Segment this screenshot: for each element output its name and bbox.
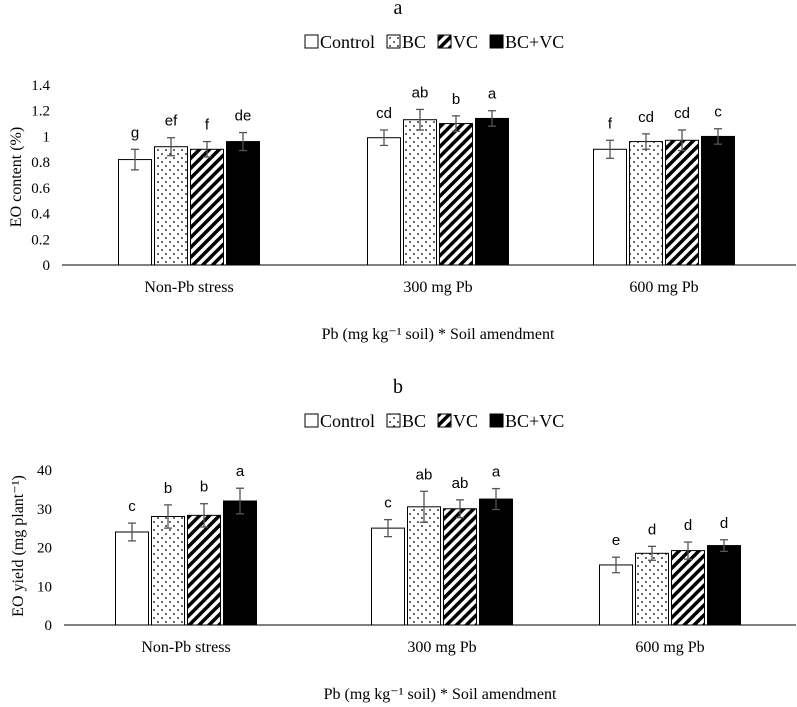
legend-label: Control: [320, 32, 375, 52]
significance-letter: f: [608, 115, 613, 132]
y-tick-label: 30: [37, 502, 52, 518]
bar: [443, 508, 477, 626]
significance-letter: b: [200, 479, 208, 496]
legend-label: Control: [320, 411, 375, 431]
significance-letter: de: [235, 108, 252, 125]
significance-letter: c: [384, 495, 392, 512]
significance-letter: g: [131, 124, 139, 141]
bar: [665, 139, 699, 266]
bar: [367, 137, 401, 266]
legend-swatch: [386, 413, 401, 428]
panel-label: a: [394, 0, 403, 19]
bar: [707, 545, 741, 626]
bar: [599, 564, 633, 626]
bar: [403, 119, 437, 266]
bar: [593, 148, 627, 266]
bar: [226, 141, 260, 266]
significance-letter: d: [720, 515, 728, 532]
x-tick-label: Non-Pb stress: [144, 279, 233, 296]
legend: Control BC VC BC+VC: [304, 411, 564, 431]
y-tick-label: 10: [37, 579, 52, 595]
significance-letter: b: [164, 480, 172, 497]
significance-letter: d: [684, 517, 692, 534]
significance-letter: ab: [412, 84, 429, 101]
panel-b: b Control BC VC BC+VC EO yield (mg plant⁻¹)…: [10, 376, 796, 703]
bar: [154, 146, 188, 266]
legend-label: BC: [402, 411, 426, 431]
bar: [635, 552, 669, 626]
panel-a: a Control BC VC BC+VC EO content (%) Pb (mg…: [8, 0, 796, 343]
y-tick-label: 0.4: [31, 207, 50, 223]
significance-letter: cd: [376, 105, 392, 122]
y-tick-label: 0.8: [31, 155, 50, 171]
bar: [223, 500, 257, 626]
significance-letter: a: [236, 463, 245, 480]
y-tick-label: 1.4: [31, 78, 50, 94]
panel-label: b: [393, 376, 403, 398]
bar: [118, 159, 152, 266]
legend-swatch: [304, 34, 319, 49]
legend-label: BC+VC: [505, 411, 564, 431]
significance-letter: ef: [165, 113, 178, 130]
x-tick-label: 600 mg Pb: [629, 279, 698, 296]
y-tick-label: 20: [37, 541, 52, 557]
y-tick-label: 1: [43, 129, 51, 145]
significance-letter: f: [205, 117, 210, 134]
significance-letter: a: [488, 86, 497, 103]
plot-area: 0 10 20 30 40 Non-Pb stress 300 mg Pb 600 mg Pb…: [37, 463, 796, 656]
legend: Control BC VC BC+VC: [304, 32, 564, 52]
legend-label: BC: [402, 32, 426, 52]
y-tick-label: 0.2: [31, 232, 50, 248]
x-tick-label: 300 mg Pb: [403, 279, 472, 296]
y-axis-label: EO content (%): [8, 127, 25, 227]
x-axis-label: Pb (mg kg⁻¹ soil) * Soil amendment: [324, 686, 557, 703]
bar: [190, 148, 224, 266]
y-tick-label: 1.2: [31, 104, 50, 120]
legend-swatch: [437, 34, 452, 49]
significance-letter: d: [648, 521, 656, 538]
bar: [479, 498, 513, 626]
significance-letter: ab: [452, 475, 469, 492]
legend-swatch: [304, 413, 319, 428]
x-tick-label: 300 mg Pb: [407, 639, 476, 656]
y-tick-label: 0: [43, 258, 51, 274]
bar: [629, 141, 663, 266]
x-axis-label: Pb (mg kg⁻¹ soil) * Soil amendment: [322, 326, 555, 343]
significance-letter: cd: [674, 105, 690, 122]
legend-label: BC+VC: [505, 32, 564, 52]
significance-letter: b: [452, 91, 460, 108]
bar: [439, 123, 473, 266]
bar: [151, 516, 185, 626]
legend-swatch: [386, 34, 401, 49]
bar: [187, 514, 221, 626]
bar: [701, 135, 735, 266]
legend-swatch: [437, 413, 452, 428]
bar: [115, 531, 149, 626]
x-tick-label: 600 mg Pb: [635, 639, 704, 656]
y-tick-label: 40: [37, 463, 52, 479]
legend-label: VC: [453, 411, 478, 431]
y-tick-label: 0.6: [31, 181, 50, 197]
bar: [671, 550, 705, 626]
x-tick-label: Non-Pb stress: [141, 639, 230, 656]
significance-letter: c: [714, 104, 722, 121]
bar: [407, 506, 441, 626]
significance-letter: cd: [638, 109, 654, 126]
bar: [371, 527, 405, 626]
plot-area: 0 0.2 0.4 0.6 0.8 1 1.2 1.4 Non-Pb stress 300 mg …: [31, 78, 796, 296]
y-tick-label: 0: [45, 618, 53, 634]
significance-letter: a: [492, 464, 501, 481]
y-axis-label: EO yield (mg plant⁻¹): [10, 475, 27, 617]
legend-swatch: [489, 413, 504, 428]
bar: [475, 117, 509, 266]
significance-letter: e: [612, 532, 620, 549]
significance-letter: c: [128, 498, 136, 515]
legend-label: VC: [453, 32, 478, 52]
significance-letter: ab: [416, 466, 433, 483]
legend-swatch: [489, 34, 504, 49]
